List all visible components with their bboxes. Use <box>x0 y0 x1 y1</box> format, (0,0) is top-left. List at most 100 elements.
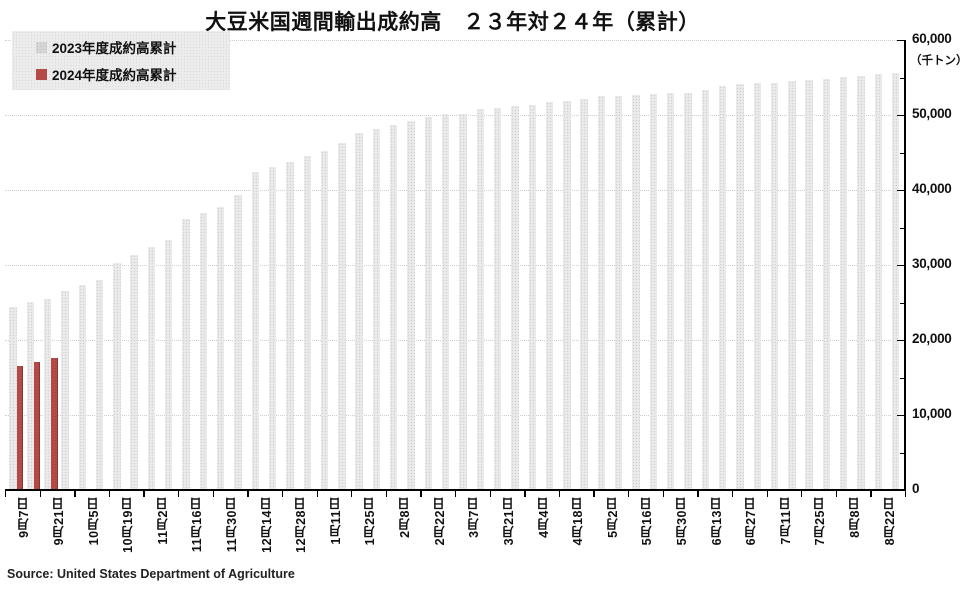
bar-2024 <box>16 365 24 490</box>
y-axis-label: 30,000 <box>912 256 952 271</box>
x-axis-tick <box>39 490 41 497</box>
x-axis-tick <box>455 490 457 497</box>
legend: 2023年度成約高累計 2024年度成約高累計 <box>12 31 230 90</box>
y-axis-label: 20,000 <box>912 331 952 346</box>
bar-2023 <box>511 106 519 490</box>
x-axis-label: 8月8日 <box>848 497 863 538</box>
x-axis-label: 3月7日 <box>467 497 482 538</box>
gridline <box>5 415 905 416</box>
legend-label: 2023年度成約高累計 <box>52 41 177 56</box>
bar-2023 <box>753 82 761 490</box>
gridline <box>5 115 905 116</box>
x-axis-label: 12月28日 <box>294 497 309 553</box>
y-axis-minor-tick <box>900 227 904 229</box>
bar-2023 <box>286 161 294 490</box>
bar-2023 <box>147 247 156 490</box>
x-axis-tick <box>697 490 699 497</box>
y-axis-tick <box>897 115 904 117</box>
legend-item: 2023年度成約高累計 <box>36 37 230 57</box>
bar-2023 <box>840 76 848 490</box>
x-axis-label: 1月25日 <box>363 497 378 546</box>
x-axis-label: 10月5日 <box>86 497 101 546</box>
bar-2023 <box>684 92 692 490</box>
bar-2023 <box>199 212 208 490</box>
x-axis-tick <box>593 490 595 497</box>
bar-2023 <box>545 102 554 490</box>
x-axis-tick <box>5 490 7 497</box>
y-axis-minor-tick <box>900 77 904 79</box>
bar-2024 <box>34 361 41 490</box>
bar-2023 <box>476 109 484 490</box>
x-axis-label: 4月18日 <box>571 497 586 546</box>
x-axis-label: 8月22日 <box>882 497 897 546</box>
x-axis-tick <box>178 490 180 497</box>
x-axis-tick <box>316 490 318 497</box>
bar-2023 <box>857 76 865 490</box>
y-axis-labels: （千トン） 0 10,000 20,000 30,000 40,000 50,000 60,… <box>910 0 967 500</box>
bar-2023 <box>597 96 606 490</box>
bar-2023 <box>528 104 536 490</box>
x-axis-tick <box>835 490 838 497</box>
x-axis-tick <box>212 490 214 497</box>
x-axis-label: 3月21日 <box>501 497 516 546</box>
legend-label: 2024年度成約高累計 <box>52 68 177 83</box>
x-axis-tick <box>143 490 145 497</box>
y-axis-label: 60,000 <box>912 31 952 46</box>
bar-2023 <box>874 73 883 490</box>
y-axis-tick <box>897 340 904 342</box>
plot-area <box>5 40 907 497</box>
x-axis-label: 6月27日 <box>744 497 759 546</box>
bar-2023 <box>701 89 709 490</box>
gridline <box>5 190 905 191</box>
y-axis-label: 10,000 <box>912 406 952 421</box>
x-axis-tick <box>108 490 111 497</box>
x-axis-tick <box>74 490 76 497</box>
x-axis-tick <box>524 490 526 497</box>
y-axis-minor-tick <box>900 452 904 454</box>
x-axis-tick <box>489 490 491 497</box>
y-axis-tick <box>897 490 904 492</box>
x-axis-tick <box>731 490 734 497</box>
bar-2023 <box>268 166 277 490</box>
bar-2023 <box>372 129 381 490</box>
x-axis-tick <box>281 490 284 497</box>
bar-2023 <box>78 284 86 490</box>
chart-title: 大豆米国週間輸出成約高 ２３年対２４年（累計） <box>205 11 700 34</box>
bar-2023 <box>165 240 173 490</box>
x-axis-tick <box>351 490 353 497</box>
bar-2023 <box>891 73 900 490</box>
x-axis-label: 2月22日 <box>432 497 447 546</box>
x-axis-label: 11月30日 <box>225 497 239 553</box>
y-axis-tick <box>897 265 904 267</box>
x-axis-tick <box>247 490 249 497</box>
x-axis-label: 5月30日 <box>675 497 689 546</box>
x-axis-tick <box>662 490 664 497</box>
x-axis-tick <box>905 490 907 497</box>
bar-2023 <box>563 100 571 490</box>
bar-2023 <box>632 94 640 490</box>
x-axis-label: 12月14日 <box>259 497 274 553</box>
bar-2023 <box>666 93 675 490</box>
bar-2023 <box>95 280 104 490</box>
x-axis-label: 10月19日 <box>121 497 136 553</box>
x-axis-label: 9月7日 <box>17 497 32 538</box>
y-axis-label: 50,000 <box>912 106 952 121</box>
x-axis-label: 1月11日 <box>328 497 343 545</box>
x-axis-tick <box>420 490 422 497</box>
bar-2023 <box>303 155 311 490</box>
x-axis-label: 7月11日 <box>778 497 793 545</box>
bar-2023 <box>805 79 813 490</box>
bar-2023 <box>26 301 34 490</box>
bar-2023 <box>130 255 138 490</box>
x-axis-label: 6月13日 <box>709 497 724 546</box>
bar-2023 <box>9 307 17 490</box>
x-axis-tick <box>628 490 630 497</box>
y-axis-line <box>904 40 906 491</box>
legend-item: 2024年度成約高累計 <box>36 64 230 84</box>
bar-2023 <box>407 121 415 490</box>
bar-2023 <box>424 116 433 490</box>
x-axis-label: 11月2日 <box>155 497 170 545</box>
bar-2023 <box>355 133 363 490</box>
bar-2023 <box>216 207 225 490</box>
